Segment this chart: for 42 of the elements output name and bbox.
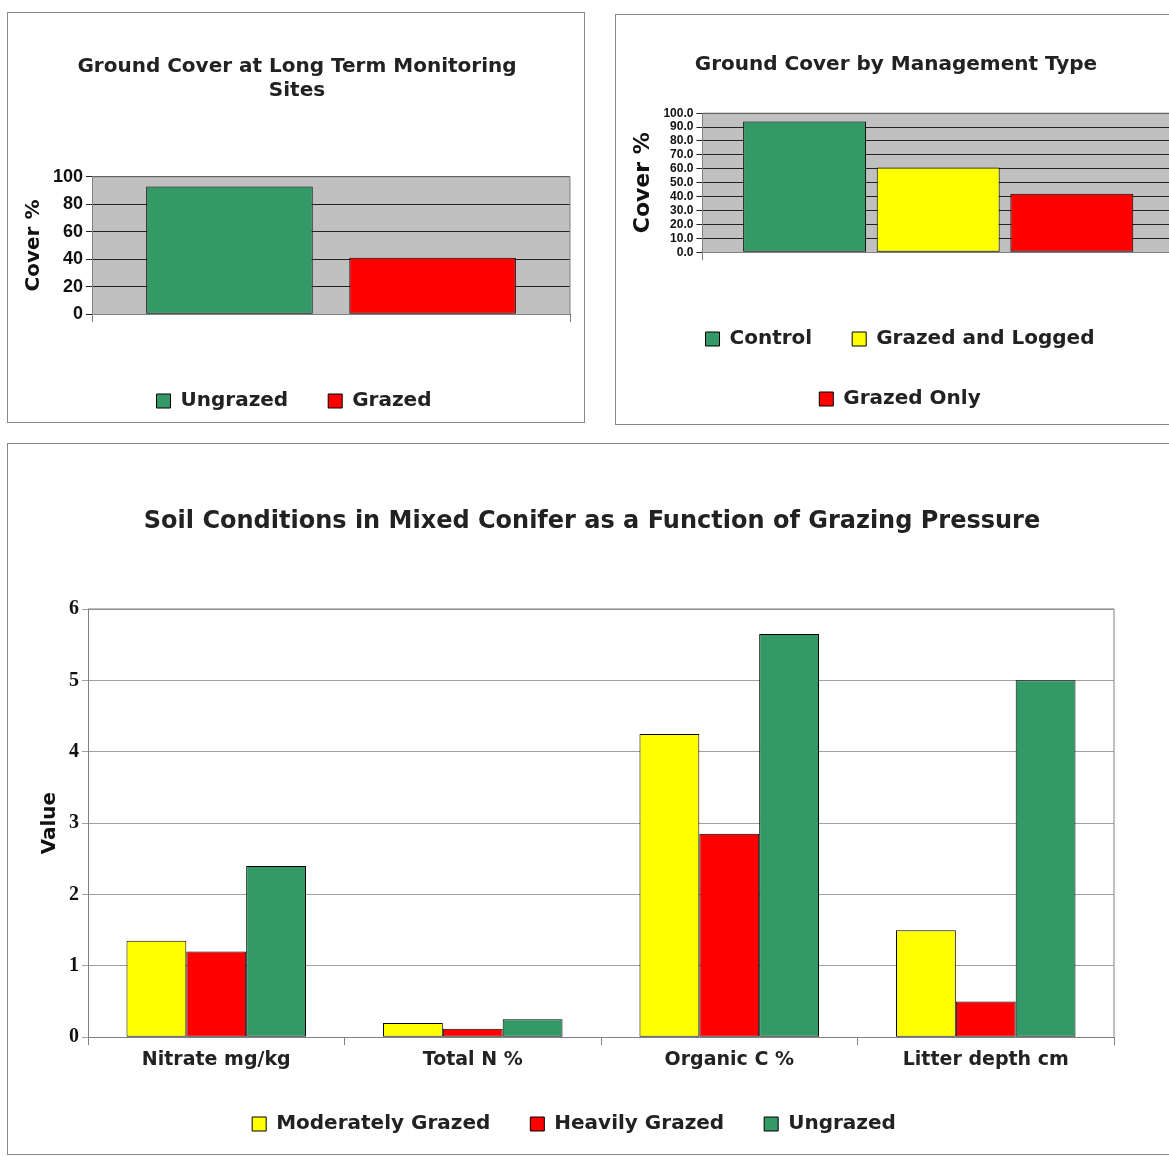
y-tick-label: 4: [69, 738, 79, 761]
chart-title: Ground Cover by Management Type: [693, 51, 1099, 75]
y-tick-label: 50.0: [670, 175, 694, 190]
y-tick-label: 70.0: [670, 147, 694, 162]
y-tick-label: 1: [69, 953, 79, 976]
x-tick-label: Organic C %: [664, 1046, 794, 1069]
y-tick-label: 90.0: [670, 119, 694, 134]
y-tick-label: 20.0: [670, 216, 694, 231]
chart-title: Ground Cover at Long Term Monitoring Sites: [77, 53, 517, 101]
legend-label: Grazed Only: [843, 385, 981, 410]
y-axis-title: Cover %: [20, 199, 45, 292]
y-tick-label: 0.0: [676, 244, 694, 259]
y-axis-title: Cover %: [628, 132, 654, 234]
y-tick-label: 20: [63, 275, 84, 296]
legend-label: Grazed and Logged: [876, 325, 1095, 350]
legend-label: Control: [729, 325, 813, 350]
chart-title: Soil Conditions in Mixed Conifer as a Function of Grazing Pressure: [142, 506, 1042, 534]
y-tick-label: 40: [63, 248, 84, 269]
x-tick-label: Litter depth cm: [902, 1046, 1069, 1069]
legend-label: Ungrazed: [180, 387, 289, 412]
y-tick-label: 100.0: [663, 105, 694, 120]
y-tick-label: 2: [69, 881, 79, 904]
y-tick-label: 60: [63, 220, 84, 241]
y-tick-label: 10.0: [670, 230, 694, 245]
y-tick-label: 80: [63, 193, 84, 214]
y-tick-label: 100: [52, 165, 84, 186]
y-tick-label: 30.0: [670, 202, 694, 217]
y-tick-label: 0: [69, 1024, 79, 1047]
legend-label: Heavily Grazed: [554, 1110, 725, 1135]
legend-label: Ungrazed: [788, 1110, 896, 1135]
y-tick-label: 40.0: [670, 188, 694, 203]
y-axis-title: Value: [36, 791, 61, 855]
y-tick-label: 0: [73, 303, 84, 324]
y-tick-label: 5: [69, 667, 79, 690]
y-tick-label: 60.0: [670, 161, 694, 176]
legend-label: Grazed: [352, 387, 432, 412]
legend-label: Moderately Grazed: [276, 1110, 491, 1135]
y-tick-label: 6: [69, 596, 79, 619]
x-tick-label: Nitrate mg/kg: [141, 1046, 291, 1069]
y-tick-label: 3: [69, 810, 79, 833]
y-tick-label: 80.0: [670, 133, 694, 148]
x-tick-label: Total N %: [422, 1046, 523, 1069]
